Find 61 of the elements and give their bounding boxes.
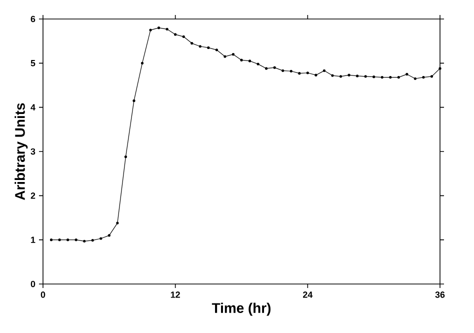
point bbox=[58, 238, 61, 242]
point bbox=[190, 42, 194, 45]
point bbox=[397, 76, 400, 79]
y-tick-label: 0 bbox=[30, 280, 36, 288]
point bbox=[100, 237, 102, 240]
point bbox=[364, 75, 367, 78]
y-tick-label: 5 bbox=[30, 60, 36, 66]
x-tick-label: 36 bbox=[435, 292, 445, 298]
point bbox=[348, 74, 350, 76]
point bbox=[422, 76, 425, 79]
y-tick-label: 1 bbox=[31, 236, 36, 243]
point bbox=[372, 76, 376, 78]
point bbox=[256, 62, 260, 66]
point bbox=[380, 76, 384, 79]
point bbox=[74, 238, 78, 242]
x-tick-label: 12 bbox=[170, 292, 180, 298]
y-tick-label: 4 bbox=[30, 104, 36, 110]
point bbox=[248, 60, 252, 62]
point bbox=[116, 222, 119, 224]
point bbox=[232, 53, 235, 56]
x-tick-label: 0 bbox=[40, 292, 46, 298]
x-tick-label: 24 bbox=[302, 292, 313, 298]
point bbox=[207, 46, 210, 50]
point bbox=[322, 69, 326, 72]
point bbox=[438, 67, 442, 70]
point bbox=[389, 76, 392, 79]
point bbox=[198, 45, 202, 48]
point bbox=[273, 66, 276, 69]
y-tick-label: 6 bbox=[30, 16, 36, 22]
x-axis-title: Time (hr) bbox=[212, 302, 271, 316]
y-axis-title: Aribtrary Units bbox=[14, 103, 28, 200]
point bbox=[240, 58, 243, 62]
point bbox=[66, 238, 70, 242]
point bbox=[339, 75, 342, 78]
point bbox=[91, 238, 94, 242]
point bbox=[430, 75, 434, 78]
y-tick-label: 2 bbox=[30, 192, 36, 199]
point bbox=[406, 72, 408, 76]
point bbox=[298, 72, 301, 75]
point bbox=[356, 74, 359, 78]
point bbox=[166, 28, 168, 30]
point bbox=[282, 69, 284, 72]
point bbox=[149, 28, 152, 32]
point bbox=[331, 74, 334, 77]
point bbox=[314, 74, 318, 76]
point bbox=[124, 156, 128, 158]
point bbox=[50, 238, 53, 242]
point bbox=[306, 72, 309, 74]
point bbox=[182, 35, 185, 38]
point bbox=[157, 26, 160, 30]
point bbox=[140, 62, 144, 64]
point bbox=[290, 70, 292, 72]
point bbox=[108, 234, 110, 237]
point bbox=[265, 67, 268, 70]
point bbox=[224, 55, 226, 58]
point bbox=[132, 99, 136, 102]
point bbox=[174, 33, 177, 36]
point bbox=[83, 240, 86, 242]
y-tick-label: 3 bbox=[30, 148, 36, 155]
point bbox=[414, 77, 416, 80]
point bbox=[215, 48, 218, 52]
